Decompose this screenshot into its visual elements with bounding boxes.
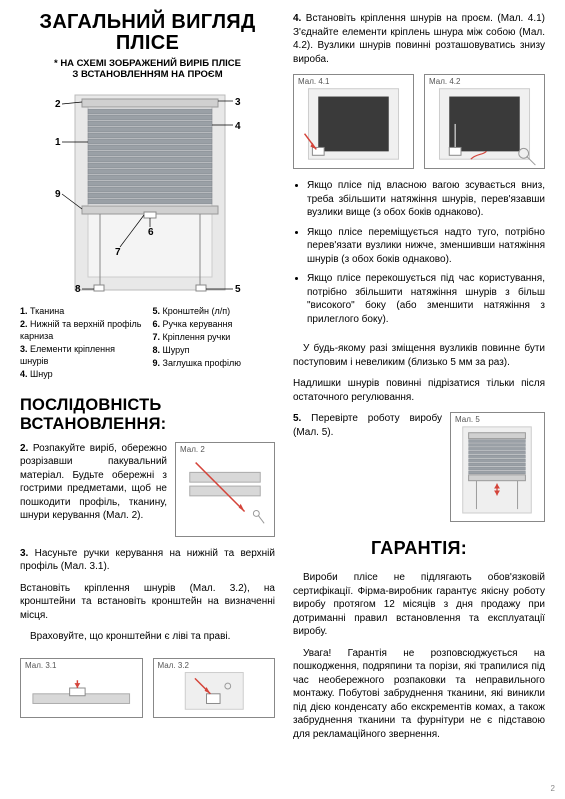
title-line2: ПЛІСЕ: [116, 32, 179, 54]
fig-label: Мал. 3.2: [158, 661, 189, 670]
warranty-title: ГАРАНТІЯ:: [293, 538, 545, 559]
figure-3-2: Мал. 3.2: [153, 658, 276, 718]
svg-text:2: 2: [55, 99, 61, 110]
figure-3-row: Мал. 3.1 Мал. 3.2: [20, 658, 275, 718]
legend-item: 4. Шнур: [20, 368, 143, 380]
install-title: ПОСЛІДОВНІСТЬ ВСТАНОВЛЕННЯ:: [20, 396, 275, 434]
warranty-p1: Вироби плісе не підлягають обов'язковій …: [293, 571, 545, 639]
step-3-text: 3. Насуньте ручки керування на нижній та…: [20, 547, 275, 574]
legend-item: 3. Елементи кріплення шнурів: [20, 343, 143, 367]
page: ЗАГАЛЬНИЙ ВИГЛЯД ПЛІСЕ * НА СХЕМІ ЗОБРАЖ…: [0, 0, 565, 799]
svg-text:3: 3: [235, 97, 241, 108]
left-column: ЗАГАЛЬНИЙ ВИГЛЯД ПЛІСЕ * НА СХЕМІ ЗОБРАЖ…: [20, 12, 275, 787]
bullet-item: Якщо плісе переміщується надто туго, пот…: [307, 226, 545, 267]
svg-text:9: 9: [55, 189, 61, 200]
subtitle: * НА СХЕМІ ЗОБРАЖЕНИЙ ВИРІБ ПЛІСЕ З ВСТА…: [20, 58, 275, 81]
legend-item: 7. Кріплення ручки: [153, 331, 276, 343]
legend-item: 1. Тканина: [20, 305, 143, 317]
svg-text:7: 7: [115, 247, 121, 258]
page-number: 2: [551, 784, 555, 793]
warranty-p2: Увага! Гарантія не розповсюджується на п…: [293, 647, 545, 742]
figure-5: Мал. 5: [450, 412, 545, 522]
svg-text:5: 5: [235, 284, 241, 295]
legend-item: 6. Ручка керування: [153, 318, 276, 330]
bullet-item: Якщо плісе перекошується під час користу…: [307, 272, 545, 326]
fig-label: Мал. 3.1: [25, 661, 56, 670]
legend-item: 8. Шуруп: [153, 344, 276, 356]
legend: 1. Тканина 2. Нижній та верхній профіль …: [20, 305, 275, 382]
main-title: ЗАГАЛЬНИЙ ВИГЛЯД ПЛІСЕ: [20, 12, 275, 54]
adjust-p2: Надлишки шнурів повинні підрізатися тіль…: [293, 377, 545, 404]
svg-text:8: 8: [75, 284, 81, 295]
title-line1: ЗАГАЛЬНИЙ ВИГЛЯД: [39, 11, 255, 33]
svg-text:6: 6: [148, 227, 154, 238]
bullet-item: Якщо плісе під власною вагою зсувається …: [307, 179, 545, 220]
figure-3-1: Мал. 3.1: [20, 658, 143, 718]
legend-item: 5. Кронштейн (л/п): [153, 305, 276, 317]
figure-4-row: Мал. 4.1 Мал. 4.2: [293, 74, 545, 169]
legend-col-right: 5. Кронштейн (л/п) 6. Ручка керування 7.…: [153, 305, 276, 382]
legend-item: 2. Нижній та верхній профіль карниза: [20, 318, 143, 342]
figure-2: Мал. 2: [175, 442, 275, 537]
step-2: 2. Розпакуйте виріб, обережно розрізавши…: [20, 442, 275, 537]
fig-label: Мал. 5: [455, 415, 480, 424]
step-5-text: 5. Перевірте роботу виробу (Мал. 5).: [293, 412, 442, 439]
subtitle-line1: * НА СХЕМІ ЗОБРАЖЕНИЙ ВИРІБ ПЛІСЕ: [54, 58, 241, 69]
step-4-text: 4. Встановіть кріплення шнурів на проєм.…: [293, 12, 545, 66]
figure-4-2: Мал. 4.2: [424, 74, 545, 169]
legend-col-left: 1. Тканина 2. Нижній та верхній профіль …: [20, 305, 143, 382]
step-2-text: 2. Розпакуйте виріб, обережно розрізавши…: [20, 442, 167, 537]
right-column: 4. Встановіть кріплення шнурів на проєм.…: [293, 12, 545, 787]
fig-label: Мал. 4.1: [298, 77, 329, 86]
svg-text:4: 4: [235, 121, 241, 132]
step-3-p3: Враховуйте, що кронштейни є ліві та прав…: [20, 630, 275, 644]
adjustment-bullets: Якщо плісе під власною вагою зсувається …: [293, 179, 545, 332]
legend-item: 9. Заглушка профілю: [153, 357, 276, 369]
overview-diagram: 1 2 3 4 5 6 7 8 9: [20, 87, 275, 297]
step-3-p2: Встановіть кріплення шнурів (Мал. 3.2), …: [20, 582, 275, 623]
svg-text:1: 1: [55, 137, 61, 148]
subtitle-line2: З ВСТАНОВЛЕННЯМ НА ПРОЄМ: [72, 69, 222, 80]
adjust-p1: У будь-якому разі зміщення вузликів пови…: [293, 342, 545, 369]
figure-4-1: Мал. 4.1: [293, 74, 414, 169]
step-5: 5. Перевірте роботу виробу (Мал. 5). Мал…: [293, 412, 545, 522]
fig-label: Мал. 4.2: [429, 77, 460, 86]
fig-label: Мал. 2: [180, 445, 205, 454]
